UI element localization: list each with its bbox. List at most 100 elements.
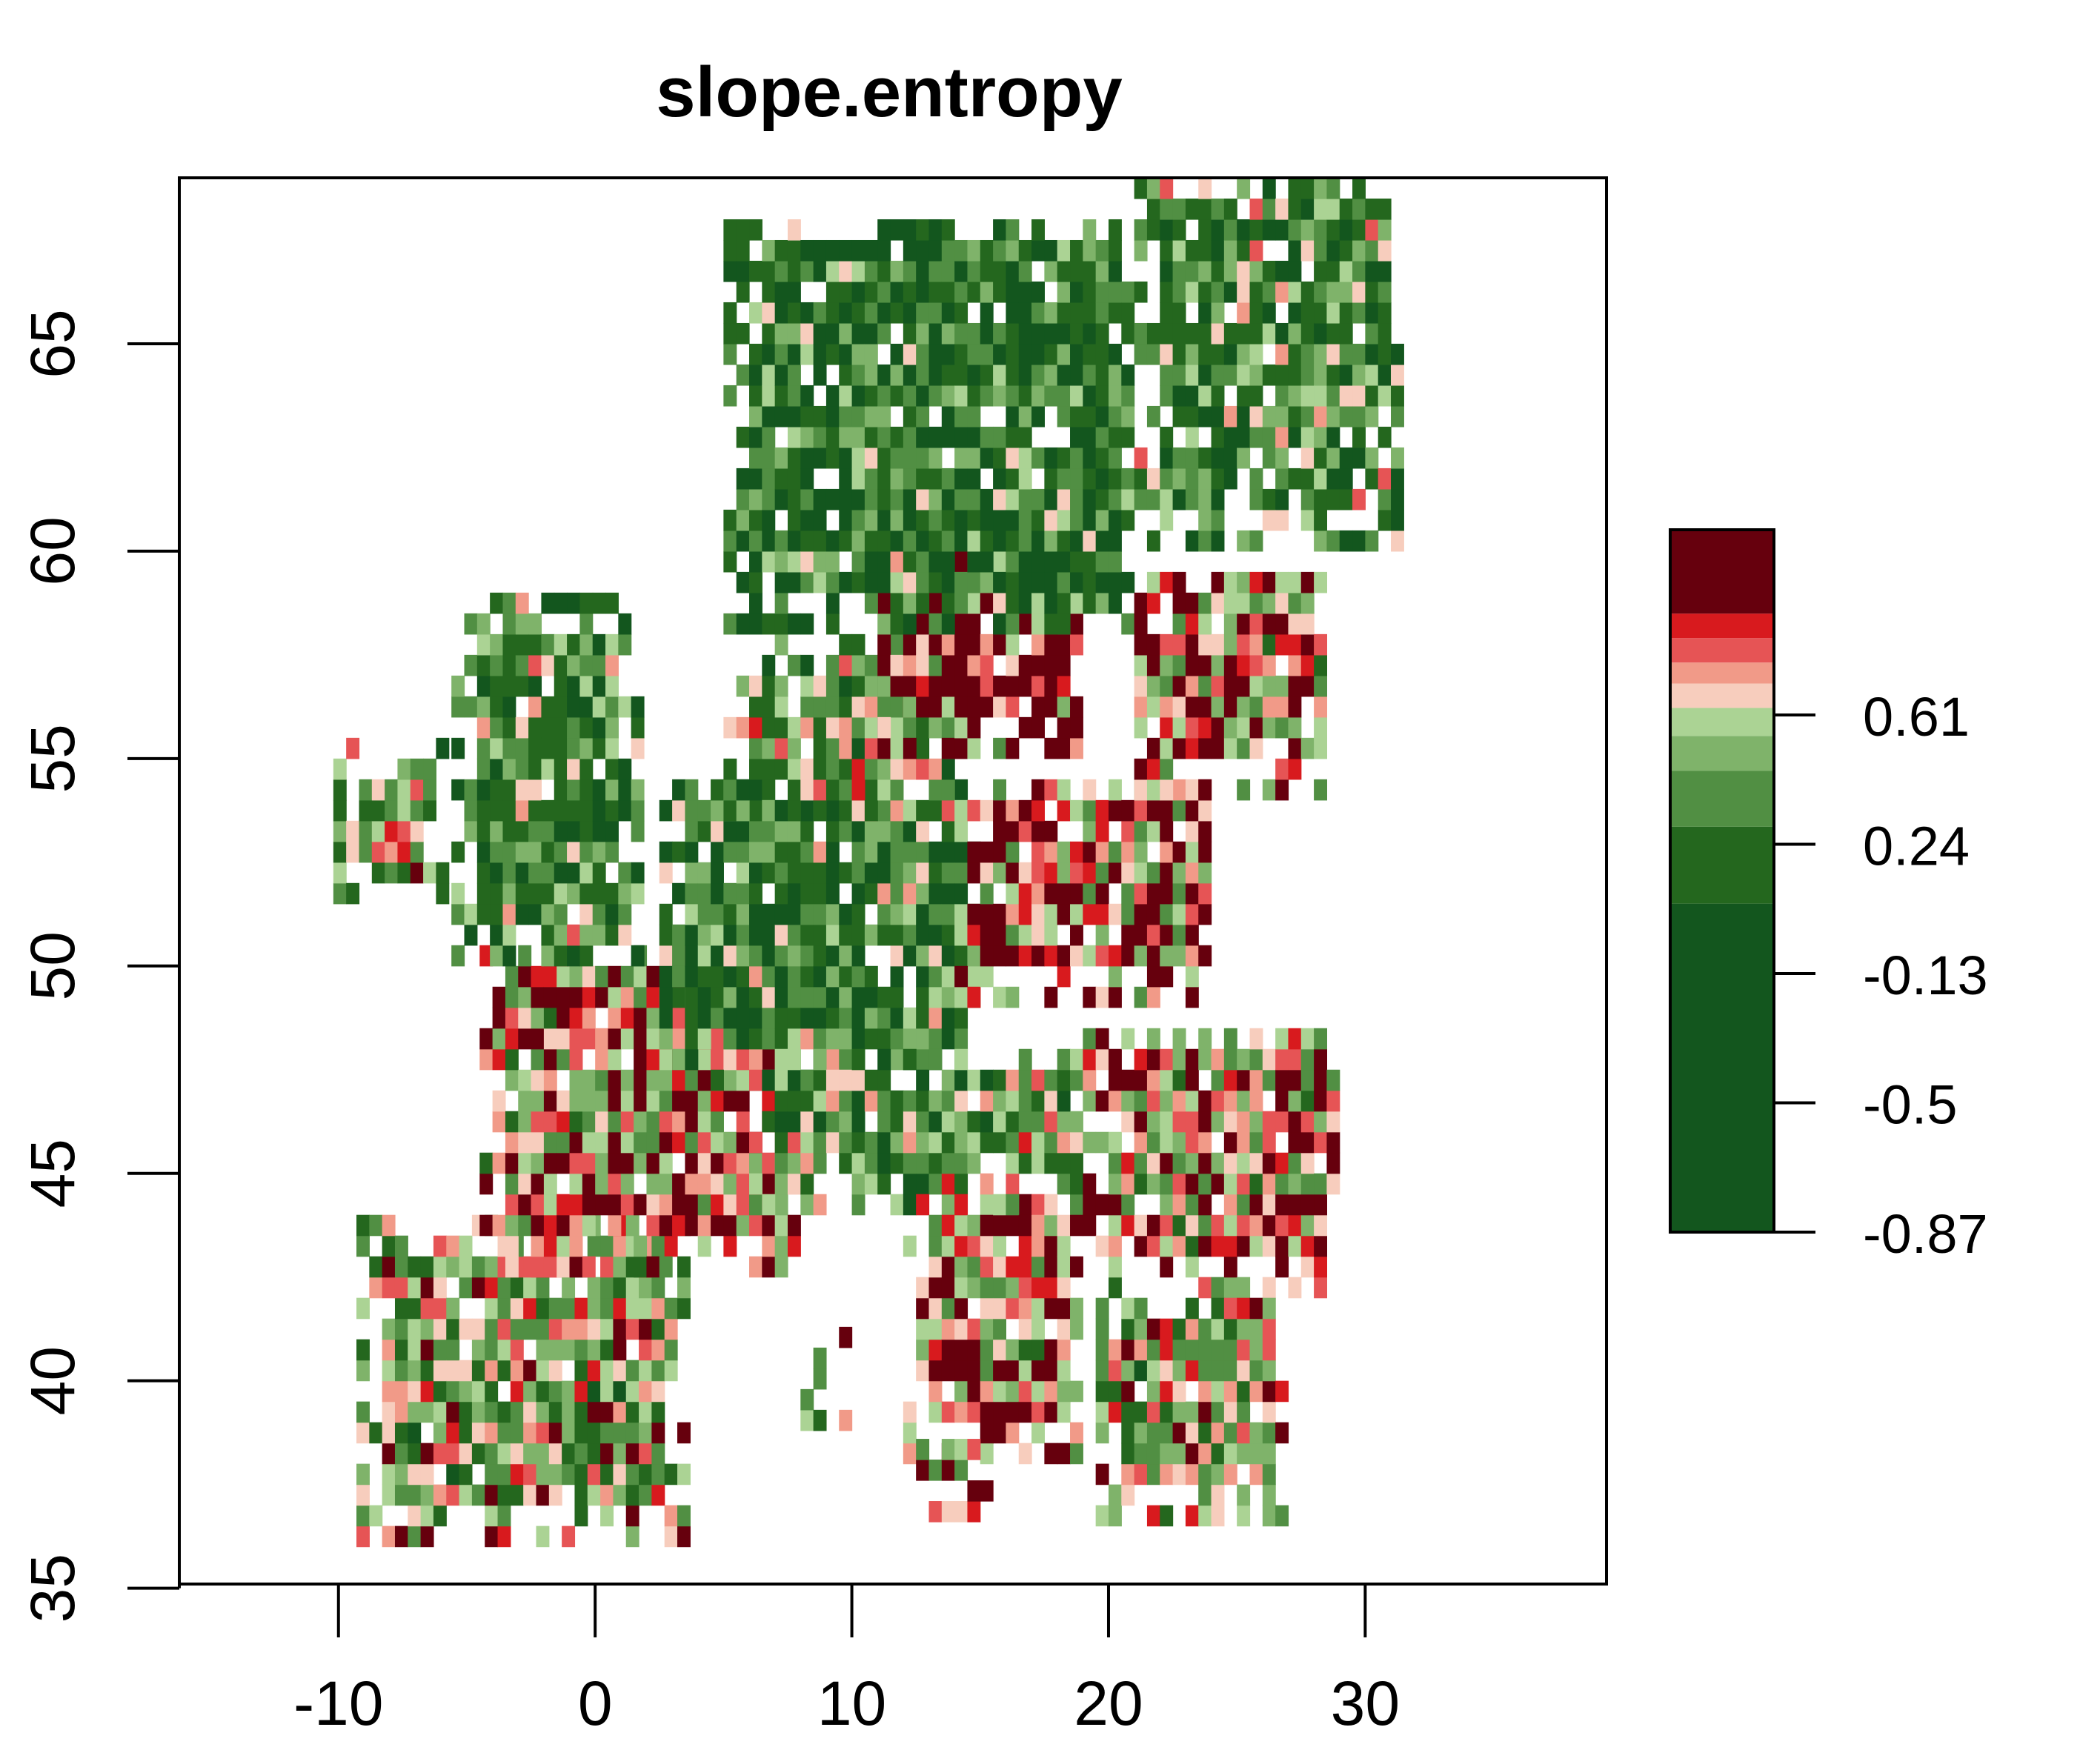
raster-cell bbox=[839, 903, 853, 925]
raster-cell bbox=[697, 1131, 711, 1154]
raster-cell bbox=[864, 1028, 878, 1050]
raster-cell bbox=[993, 841, 1007, 863]
raster-cell bbox=[502, 779, 516, 801]
raster-cell bbox=[490, 903, 504, 925]
raster-cell bbox=[1198, 322, 1212, 345]
raster-cell bbox=[864, 862, 878, 884]
raster-cell bbox=[1249, 239, 1263, 262]
raster-cell bbox=[839, 488, 853, 510]
raster-cell bbox=[980, 1422, 994, 1444]
raster-cell bbox=[941, 1360, 955, 1382]
raster-cell bbox=[1044, 654, 1058, 676]
raster-cell bbox=[646, 1152, 660, 1174]
raster-cell bbox=[1006, 550, 1020, 573]
raster-cell bbox=[1108, 530, 1122, 552]
raster-cell bbox=[600, 1318, 614, 1340]
raster-cell bbox=[1198, 1463, 1212, 1485]
raster-cell bbox=[1314, 1131, 1328, 1154]
raster-cell bbox=[548, 1401, 562, 1423]
raster-cell bbox=[476, 633, 491, 656]
raster-cell bbox=[497, 1463, 511, 1485]
raster-cell bbox=[723, 924, 737, 946]
raster-cell bbox=[1211, 1339, 1225, 1361]
raster-cell bbox=[1031, 571, 1045, 593]
raster-cell bbox=[1134, 178, 1148, 199]
raster-cell bbox=[903, 302, 917, 324]
raster-cell bbox=[749, 820, 762, 842]
raster-cell bbox=[967, 281, 981, 303]
raster-cell bbox=[382, 1360, 396, 1382]
raster-cell bbox=[762, 716, 776, 739]
raster-cell bbox=[967, 945, 981, 967]
raster-cell bbox=[787, 571, 801, 593]
raster-cell bbox=[490, 758, 504, 780]
raster-cell bbox=[631, 862, 645, 884]
raster-cell bbox=[408, 1360, 422, 1382]
raster-cell bbox=[980, 1380, 994, 1403]
raster-cell bbox=[562, 1339, 576, 1361]
raster-cell bbox=[1365, 343, 1379, 365]
raster-cell bbox=[1095, 468, 1109, 490]
raster-cell bbox=[749, 385, 762, 407]
raster-cell bbox=[851, 468, 865, 490]
raster-cell bbox=[967, 364, 981, 386]
raster-cell bbox=[1326, 239, 1340, 262]
raster-cell bbox=[1198, 1235, 1212, 1257]
raster-cell bbox=[587, 1277, 601, 1299]
raster-cell bbox=[397, 841, 411, 863]
raster-cell bbox=[1198, 198, 1212, 220]
raster-cell bbox=[954, 468, 968, 490]
raster-cell bbox=[492, 1028, 506, 1050]
raster-cell bbox=[993, 1380, 1007, 1403]
raster-cell bbox=[518, 945, 532, 967]
raster-cell bbox=[1172, 1173, 1186, 1195]
raster-cell bbox=[1223, 468, 1237, 490]
raster-cell bbox=[1172, 1401, 1186, 1423]
raster-cell bbox=[531, 965, 545, 988]
raster-cell bbox=[928, 633, 943, 656]
raster-cell bbox=[1211, 1318, 1225, 1340]
raster-cell bbox=[916, 633, 930, 656]
raster-cell bbox=[518, 1194, 532, 1216]
raster-cell bbox=[1262, 281, 1276, 303]
raster-cell bbox=[1146, 696, 1160, 718]
raster-cell bbox=[1326, 447, 1340, 469]
raster-cell bbox=[774, 633, 788, 656]
raster-cell bbox=[825, 654, 840, 676]
raster-cell bbox=[346, 737, 360, 759]
raster-cell bbox=[825, 841, 840, 863]
raster-cell bbox=[408, 1277, 422, 1299]
raster-cell bbox=[1237, 716, 1251, 739]
raster-cell bbox=[1326, 468, 1340, 490]
raster-cell bbox=[600, 1505, 614, 1527]
legend-frame bbox=[1669, 528, 1775, 1234]
raster-cell bbox=[787, 364, 801, 386]
raster-cell bbox=[825, 675, 840, 697]
raster-cell bbox=[1160, 758, 1174, 780]
raster-cell bbox=[980, 862, 994, 884]
raster-cell bbox=[1172, 488, 1186, 510]
raster-cell bbox=[1198, 882, 1212, 905]
raster-cell bbox=[813, 1131, 827, 1154]
raster-cell bbox=[1262, 405, 1276, 427]
raster-cell bbox=[1172, 862, 1186, 884]
raster-cell bbox=[697, 1235, 711, 1257]
raster-cell bbox=[1121, 799, 1135, 822]
raster-cell bbox=[749, 1256, 762, 1278]
raster-cell bbox=[749, 405, 762, 427]
raster-cell bbox=[916, 841, 930, 863]
raster-cell bbox=[543, 1131, 557, 1154]
raster-cell bbox=[941, 882, 955, 905]
raster-cell bbox=[749, 364, 762, 386]
raster-cell bbox=[1326, 1131, 1340, 1154]
raster-cell bbox=[697, 903, 711, 925]
raster-cell bbox=[536, 1422, 550, 1444]
raster-cell bbox=[723, 882, 737, 905]
raster-cell bbox=[1249, 1069, 1263, 1091]
raster-cell bbox=[813, 758, 827, 780]
raster-cell bbox=[531, 1028, 545, 1050]
raster-cell bbox=[1160, 862, 1174, 884]
raster-cell bbox=[408, 1318, 422, 1340]
raster-cell bbox=[420, 1339, 434, 1361]
raster-cell bbox=[1095, 1380, 1109, 1403]
